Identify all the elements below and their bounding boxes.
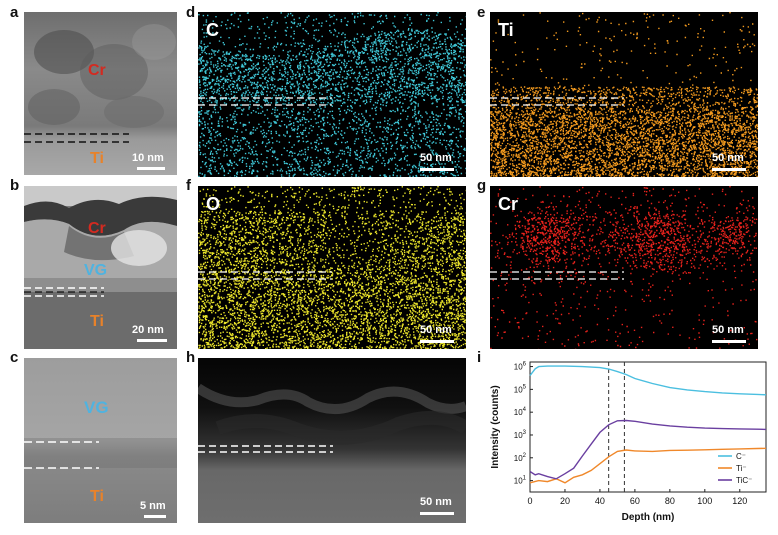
label-vg-b: VG	[84, 262, 108, 279]
scale-bar-a	[137, 167, 165, 170]
x-tick-label: 120	[732, 496, 747, 506]
tem-texture-a	[24, 24, 176, 143]
panel-letter-b: b	[10, 177, 20, 194]
scale-bar-d	[420, 168, 454, 171]
scale-bar-b	[137, 339, 167, 342]
haadf-texture-h	[198, 383, 466, 453]
scale-label-c: 5 nm	[140, 500, 166, 512]
label-ti-b: Ti	[90, 313, 104, 330]
panel-letter-f: f	[186, 177, 191, 194]
x-axis-label: Depth (nm)	[622, 512, 675, 523]
scale-bar-e	[712, 168, 746, 171]
haadf-image-h: 50 nm	[198, 358, 466, 523]
x-tick-label: 60	[630, 496, 640, 506]
eds-dot-layer	[490, 12, 758, 177]
y-tick-label: 103	[514, 430, 527, 440]
label-ti-c: Ti	[90, 488, 104, 505]
legend-label: TiC⁻	[736, 476, 752, 485]
legend-label: Ti⁻	[736, 464, 747, 473]
eds-map-chromium: Cr 50 nm	[490, 186, 758, 349]
tem-texture-b	[24, 186, 177, 349]
panel-letter-a: a	[10, 4, 19, 21]
scale-label-b: 20 nm	[132, 324, 164, 336]
x-tick-label: 80	[665, 496, 675, 506]
x-tick-label: 20	[560, 496, 570, 506]
label-vg-c: VG	[84, 398, 109, 417]
x-tick-label: 40	[595, 496, 605, 506]
scale-bar-c	[144, 515, 166, 518]
eds-dots-chromium	[490, 186, 758, 349]
x-tick-label: 0	[527, 496, 532, 506]
y-tick-label: 106	[514, 362, 527, 372]
scale-label-g: 50 nm	[712, 324, 744, 336]
scale-bar-h	[420, 512, 454, 515]
panel-letter-g: g	[477, 177, 487, 194]
series-line-c	[529, 365, 767, 396]
panel-letter-i: i	[477, 349, 482, 366]
tem-texture-c	[24, 438, 177, 469]
y-tick-label: 105	[514, 384, 527, 394]
element-label-c: C	[206, 20, 219, 40]
eds-dots-oxygen	[198, 186, 466, 349]
eds-map-oxygen: O 50 nm	[198, 186, 466, 349]
tof-sims-depth-profile-chart: Intensity (counts) Depth (nm) 0 20 40 60 80 1…	[490, 361, 767, 523]
scale-bar-f	[420, 340, 454, 343]
scale-bar-g	[712, 340, 746, 343]
eds-map-titanium: Ti 50 nm	[490, 12, 758, 177]
eds-dot-layer	[198, 12, 466, 177]
scale-label-d: 50 nm	[420, 152, 452, 164]
panel-letter-c: c	[10, 349, 19, 366]
tem-image-a: Cr Ti 10 nm	[24, 12, 177, 175]
scale-label-f: 50 nm	[420, 324, 452, 336]
eds-dot-layer	[490, 186, 758, 349]
element-label-o: O	[206, 194, 221, 214]
scale-label-a: 10 nm	[132, 152, 164, 164]
eds-dot-layer	[198, 186, 466, 349]
label-ti-a: Ti	[90, 150, 104, 167]
x-tick-label: 100	[697, 496, 712, 506]
panel-letter-d: d	[186, 4, 196, 21]
element-label-ti: Ti	[498, 20, 514, 40]
eds-dots-carbon	[198, 12, 466, 177]
y-tick-label: 102	[514, 453, 527, 463]
label-cr-b: Cr	[88, 220, 106, 237]
scale-label-e: 50 nm	[712, 152, 744, 164]
tem-image-c: VG Ti 5 nm	[24, 358, 177, 523]
y-tick-label: 104	[514, 407, 527, 417]
y-tick-label: 101	[514, 476, 527, 486]
plot-frame	[529, 361, 767, 493]
scale-label-h: 50 nm	[420, 496, 452, 508]
label-cr-a: Cr	[88, 62, 106, 79]
eds-dots-titanium	[490, 12, 758, 177]
series-line-ti	[529, 447, 767, 484]
element-label-cr: Cr	[498, 194, 519, 214]
series-line-tic	[529, 419, 767, 480]
tem-image-b: Cr VG Ti 20 nm	[24, 186, 177, 349]
eds-map-carbon: C 50 nm	[198, 12, 466, 177]
y-axis-label: Intensity (counts)	[490, 385, 501, 468]
legend-label: C⁻	[736, 452, 746, 461]
panel-letter-e: e	[477, 4, 486, 21]
panel-letter-h: h	[186, 349, 196, 366]
